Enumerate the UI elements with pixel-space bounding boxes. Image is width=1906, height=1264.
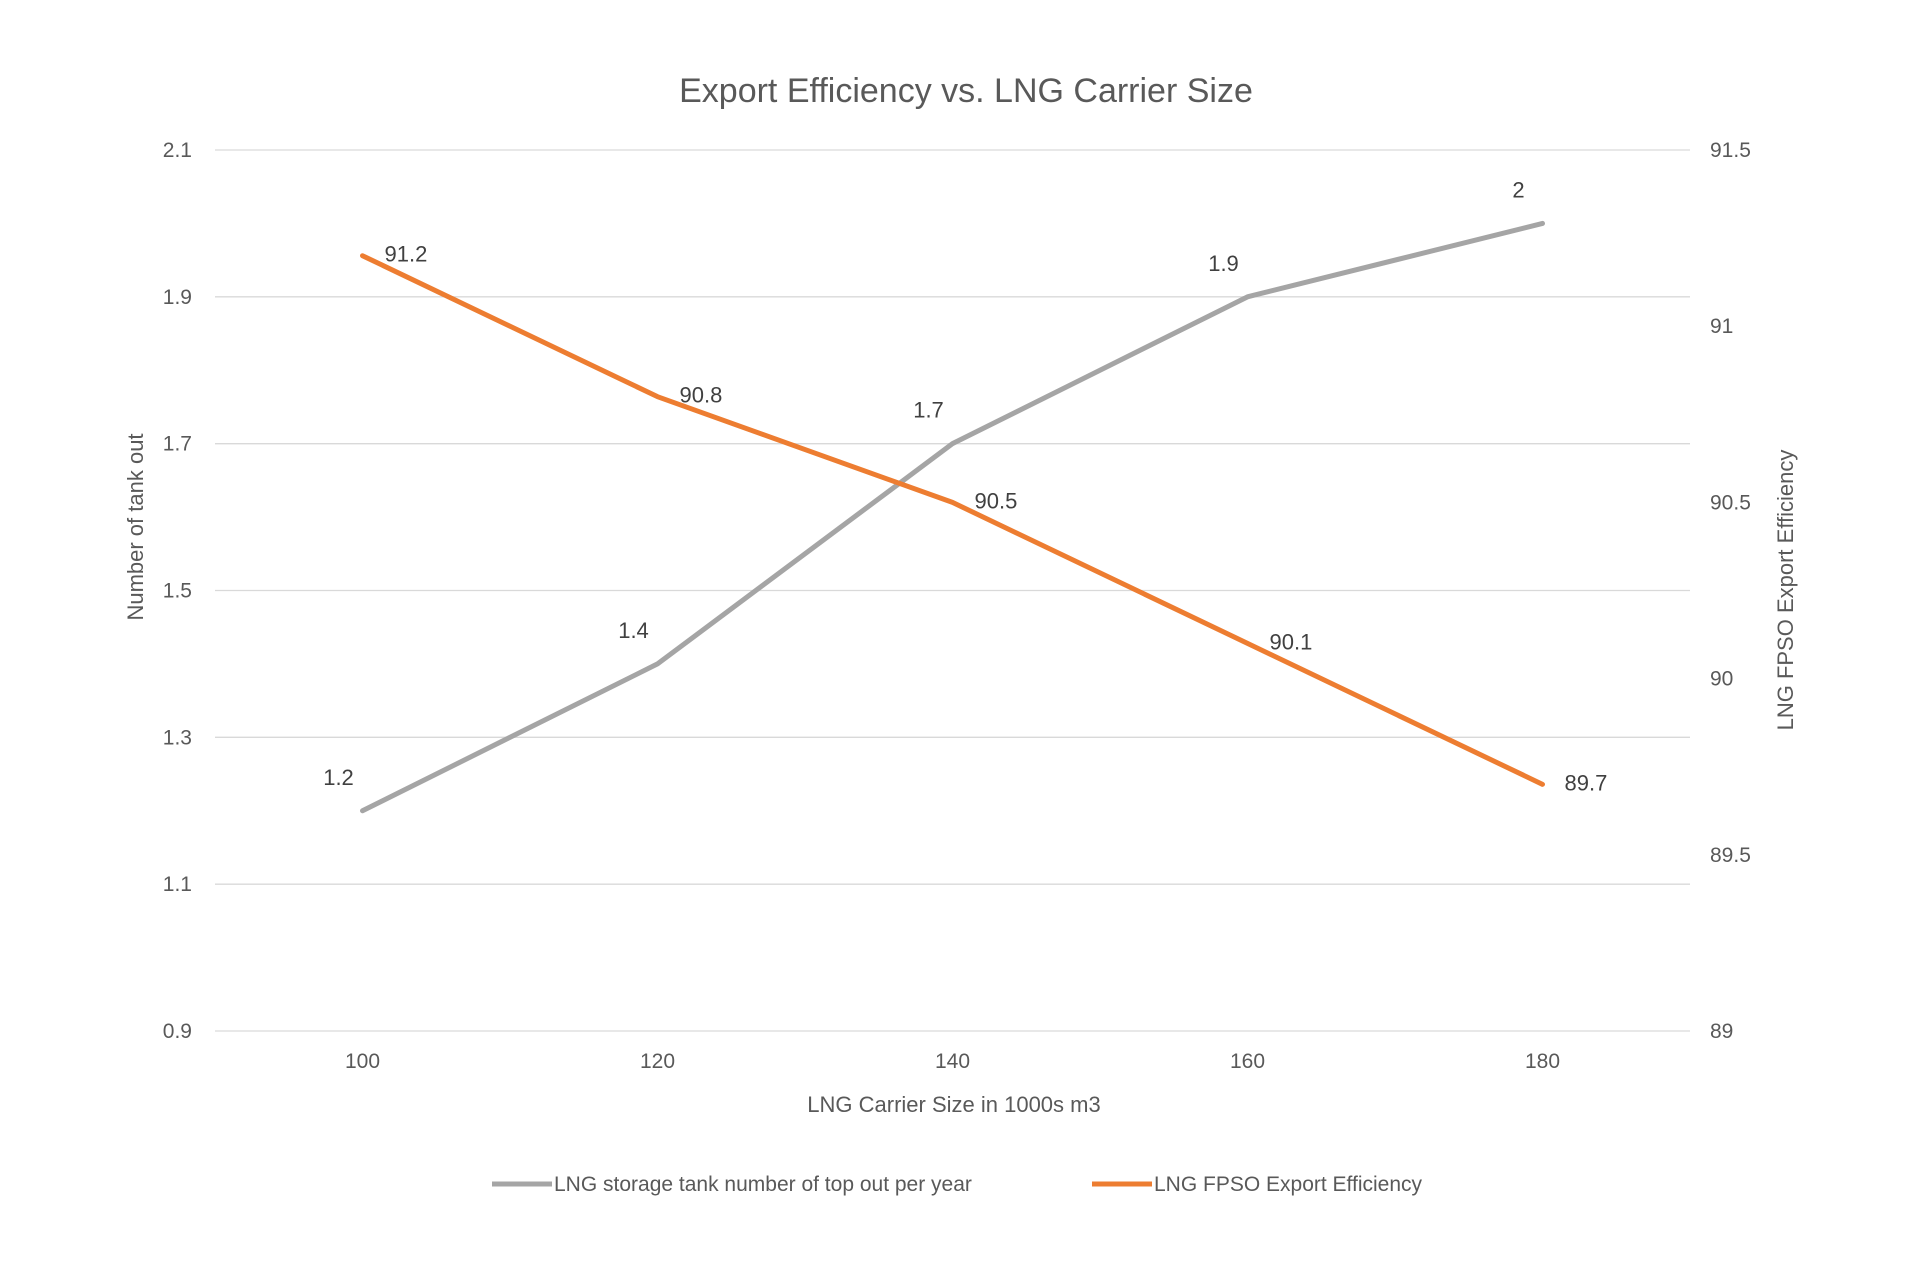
data-label: 90.1: [1270, 629, 1313, 654]
y-tick-label: 1.9: [163, 286, 192, 309]
y-tick-label: 0.9: [163, 1020, 192, 1043]
legend: LNG storage tank number of top out per y…: [492, 1173, 1423, 1196]
chart-title: Export Efficiency vs. LNG Carrier Size: [679, 72, 1253, 110]
data-label: 1.7: [913, 398, 944, 423]
y-tick-label: 2.1: [163, 139, 192, 162]
y-axis-right-ticks: 89 89.5 90 90.5 91 91.5: [1710, 139, 1751, 1043]
data-label: 90.8: [680, 383, 723, 408]
data-label: 1.4: [618, 618, 649, 643]
data-labels: 1.2 1.4 1.7 1.9 2 91.2 90.8 90.5 90.1 89.7: [323, 177, 1607, 795]
x-tick-label: 100: [345, 1050, 380, 1073]
y-axis-right-title: LNG FPSO Export Efficiency: [1773, 450, 1798, 731]
y-tick-label: 1.3: [163, 726, 192, 749]
x-tick-label: 160: [1230, 1050, 1265, 1073]
data-label: 90.5: [975, 488, 1018, 513]
x-axis-title: LNG Carrier Size in 1000s m3: [807, 1092, 1100, 1117]
x-tick-label: 120: [640, 1050, 675, 1073]
y-tick-label: 1.5: [163, 580, 192, 603]
legend-label-tank: LNG storage tank number of top out per y…: [554, 1173, 972, 1196]
series-line-efficiency: [360, 253, 1545, 787]
x-tick-label: 180: [1525, 1050, 1560, 1073]
y2-tick-label: 90: [1710, 668, 1733, 691]
x-axis-ticks: 100 120 140 160 180: [345, 1050, 1560, 1073]
y2-tick-label: 91: [1710, 315, 1733, 338]
y-tick-label: 1.7: [163, 433, 192, 456]
y-axis-left-title: Number of tank out: [123, 433, 148, 620]
x-tick-label: 140: [935, 1050, 970, 1073]
series-line-tank: [360, 220, 1545, 814]
data-label: 2: [1512, 177, 1524, 202]
y2-tick-label: 89.5: [1710, 844, 1751, 867]
y2-tick-label: 90.5: [1710, 491, 1751, 514]
y2-tick-label: 91.5: [1710, 139, 1751, 162]
y2-tick-label: 89: [1710, 1020, 1733, 1043]
legend-label-efficiency: LNG FPSO Export Efficiency: [1154, 1173, 1423, 1196]
data-label: 91.2: [385, 242, 428, 267]
data-label: 1.9: [1208, 251, 1239, 276]
gridlines: [215, 149, 1690, 1032]
y-tick-label: 1.1: [163, 873, 192, 896]
y-axis-left-ticks: 0.9 1.1 1.3 1.5 1.7 1.9 2.1: [163, 139, 192, 1043]
data-label: 1.2: [323, 765, 354, 790]
data-label: 89.7: [1565, 770, 1608, 795]
series-lines: [360, 220, 1545, 814]
